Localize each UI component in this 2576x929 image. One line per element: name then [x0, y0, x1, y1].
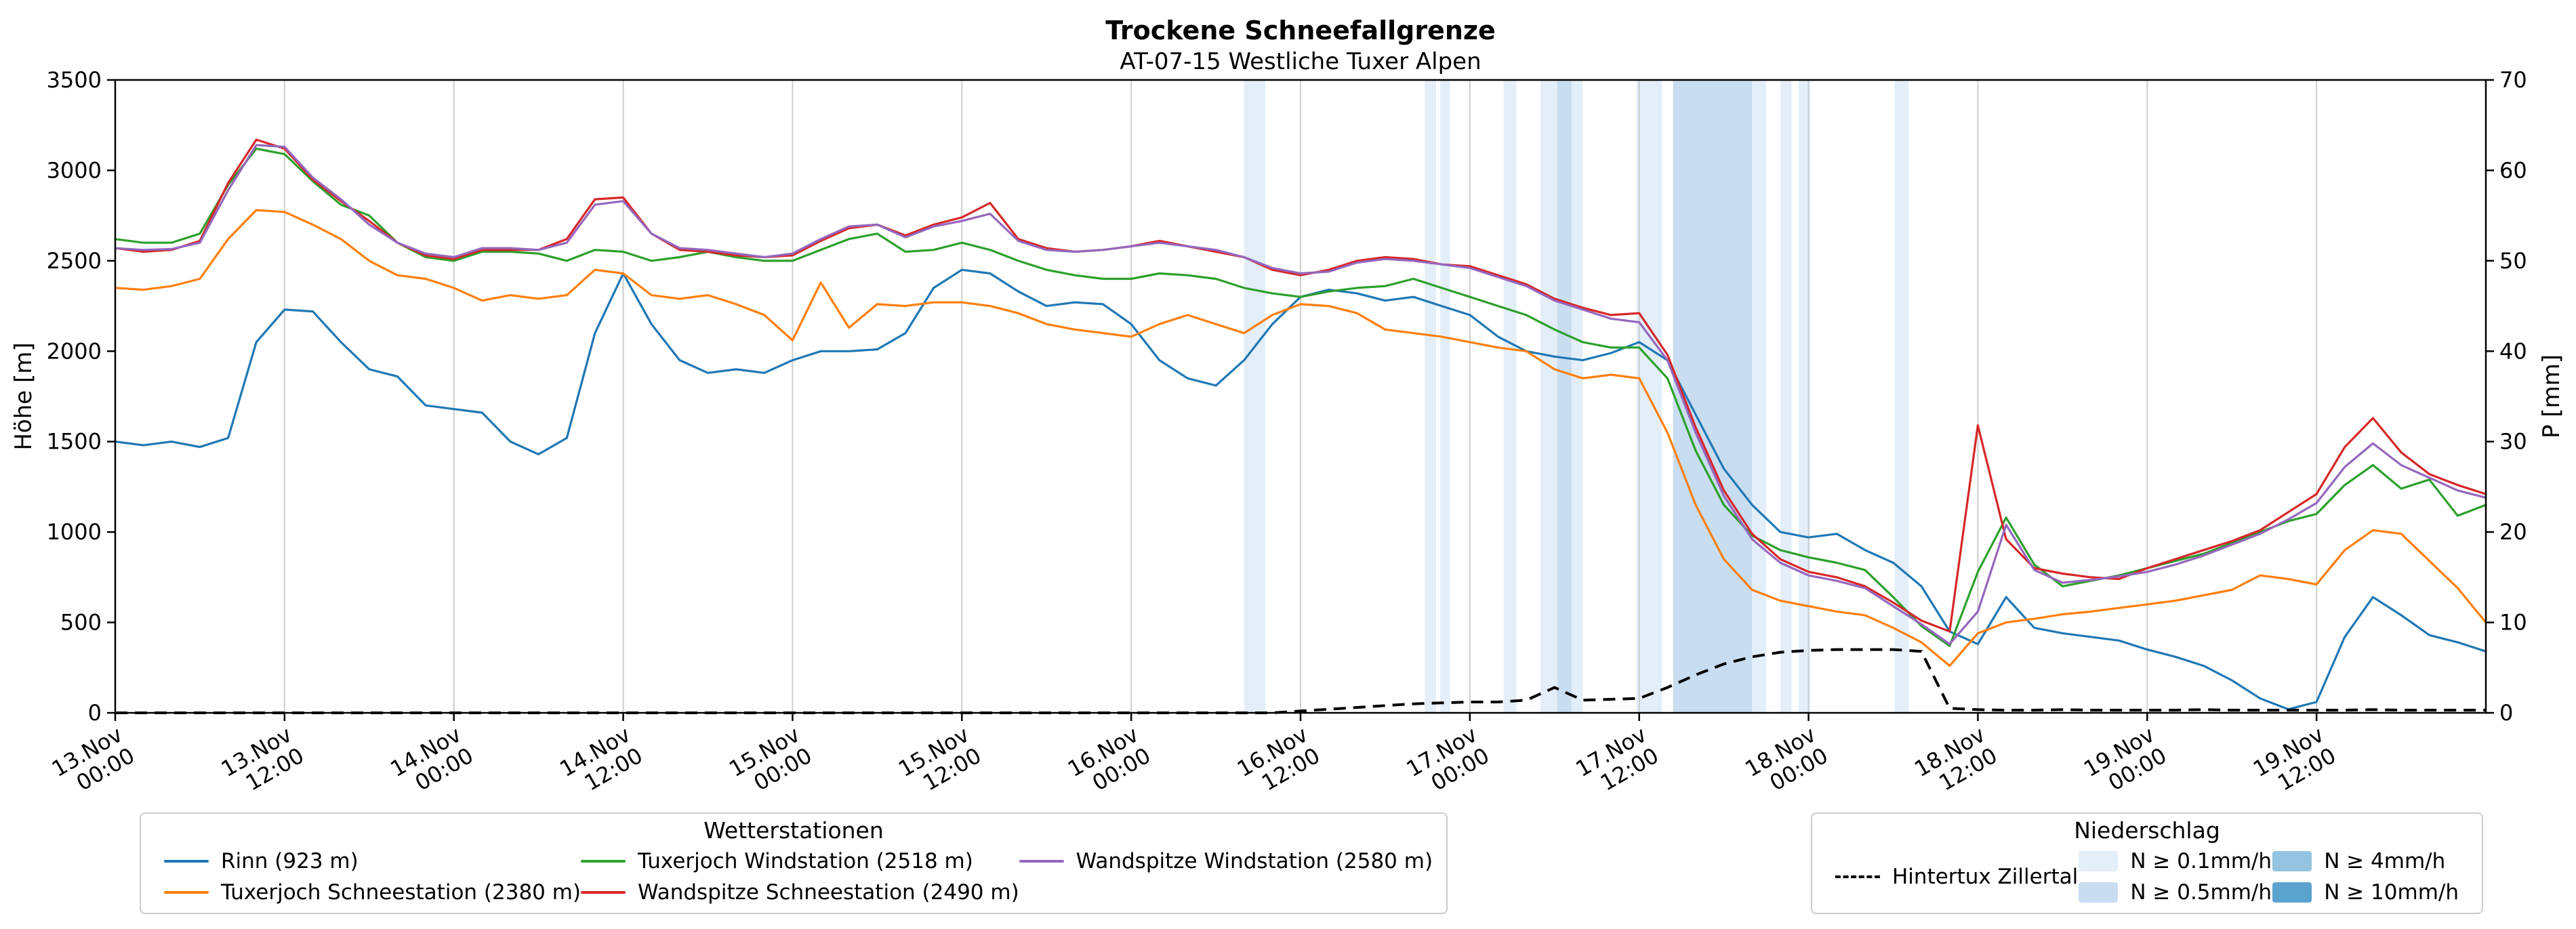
y-left-tick-label: 2500 — [47, 248, 102, 274]
x-tick-label: 16.Nov12:00 — [1233, 722, 1324, 804]
legend-item: Wandspitze Windstation (2580 m) — [1019, 846, 1433, 876]
x-tick-label: 14.Nov00:00 — [386, 722, 478, 804]
y-left-tick-label: 1000 — [47, 519, 102, 545]
legend-item-label: N ≥ 0.5mm/h — [2130, 880, 2272, 905]
x-tick-label: 18.Nov12:00 — [1910, 722, 2001, 804]
legend-line-sample — [581, 860, 626, 863]
legend-niederschlag: Niederschlag Hintertux Zillertal N ≥ 0.1m… — [1811, 812, 2483, 914]
legend-item: N ≥ 4mm/h — [2272, 846, 2459, 876]
precip-band — [1440, 80, 1450, 713]
legend-column: Wandspitze Windstation (2580 m) — [1019, 846, 1433, 907]
x-tick-label: 19.Nov12:00 — [2249, 722, 2340, 804]
legend-item: Tuxerjoch Schneestation (2380 m) — [164, 878, 581, 907]
y-right-tick-label: 0 — [2499, 700, 2513, 726]
precip-band — [1557, 80, 1572, 713]
precip-band — [1780, 80, 1792, 713]
legend-item-label: Tuxerjoch Schneestation (2380 m) — [221, 880, 581, 905]
legend-wetterstationen-items: Rinn (923 m) Tuxerjoch Schneestation (238… — [141, 844, 1446, 913]
chart-subtitle: AT-07-15 Westliche Tuxer Alpen — [1120, 48, 1481, 75]
x-tick-label: 17.Nov00:00 — [1402, 722, 1494, 804]
y-right-tick-label: 60 — [2499, 157, 2527, 183]
y-left-axis-label: Höhe [m] — [10, 342, 37, 450]
precip-band — [1503, 80, 1517, 713]
legend-item: Rinn (923 m) — [164, 846, 581, 876]
legend-item-label: N ≥ 4mm/h — [2324, 849, 2446, 873]
x-tick-label: 13.Nov12:00 — [217, 722, 308, 804]
legend-wetterstationen: Wetterstationen Rinn (923 m) Tuxerjoch Sc… — [140, 812, 1448, 914]
y-right-tick-label: 10 — [2499, 610, 2527, 636]
legend-item-label: N ≥ 0.1mm/h — [2130, 849, 2272, 873]
legend-item: Hintertux Zillertal — [1835, 862, 2078, 892]
legend-column: Hintertux Zillertal — [1835, 846, 2078, 907]
x-tick-label: 16.Nov00:00 — [1063, 722, 1155, 804]
legend-line-sample — [1019, 860, 1064, 863]
y-left-tick-label: 2000 — [47, 338, 102, 364]
legend-item: N ≥ 0.5mm/h — [2079, 878, 2272, 907]
legend-niederschlag-items: Hintertux Zillertal N ≥ 0.1mm/h N ≥ 0.5mm/… — [1812, 844, 2482, 913]
chart-title: Trockene Schneefallgrenze — [1105, 16, 1496, 45]
y-right-tick-label: 30 — [2499, 429, 2527, 455]
y-right-tick-label: 50 — [2499, 248, 2527, 274]
legend-wetterstationen-title: Wetterstationen — [703, 817, 884, 844]
x-tick-label: 15.Nov12:00 — [894, 722, 985, 804]
legend-item-label: N ≥ 10mm/h — [2324, 880, 2459, 905]
y-right-tick-label: 20 — [2499, 519, 2527, 545]
x-tick-label: 13.Nov00:00 — [47, 722, 139, 804]
y-left-tick-label: 500 — [60, 610, 102, 636]
precip-band — [1894, 80, 1909, 713]
x-tick-label: 14.Nov12:00 — [555, 722, 647, 804]
legend-item-label: Rinn (923 m) — [221, 849, 359, 873]
y-right-tick-label: 40 — [2499, 338, 2527, 364]
legend-patch-sample — [2079, 882, 2119, 903]
legend-item-label: Hintertux Zillertal — [1892, 865, 2079, 889]
legend-dashed-line-sample — [1835, 875, 1880, 878]
legend-line-sample — [164, 860, 209, 863]
legend-column: N ≥ 0.1mm/h N ≥ 0.5mm/h — [2079, 846, 2272, 907]
legend-item-label: Wandspitze Schneestation (2490 m) — [638, 880, 1019, 905]
y-left-tick-label: 1500 — [47, 429, 102, 455]
y-left-tick-label: 3000 — [47, 157, 102, 183]
chart-plot-area: 13.Nov00:00 13.Nov12:00 14.Nov00:00 14.Nov1… — [47, 67, 2527, 804]
y-left-tick-label: 0 — [88, 700, 102, 726]
legend-patch-sample — [2272, 882, 2312, 903]
legend-item: Wandspitze Schneestation (2490 m) — [581, 878, 1019, 907]
legend-item-label: Wandspitze Windstation (2580 m) — [1076, 849, 1433, 873]
legend-item: Tuxerjoch Windstation (2518 m) — [581, 846, 1019, 876]
legend-line-sample — [581, 891, 626, 894]
series-line-tuxerjoch-schnee — [114, 209, 2487, 667]
legend-item: N ≥ 0.1mm/h — [2079, 846, 2272, 876]
series-line-wandspitze-wind — [114, 144, 2487, 646]
legend-niederschlag-title: Niederschlag — [2074, 817, 2220, 844]
x-tick-label: 17.Nov12:00 — [1572, 722, 1663, 804]
y-right-axis-label: P [mm] — [2538, 354, 2565, 438]
y-right-tick-label: 70 — [2499, 67, 2527, 93]
legend-column: N ≥ 4mm/h N ≥ 10mm/h — [2272, 846, 2459, 907]
precip-band — [1752, 80, 1767, 713]
legend-item: N ≥ 10mm/h — [2272, 878, 2459, 907]
legend-line-sample — [164, 891, 209, 894]
series-line-wandspitze-schnee — [114, 138, 2487, 633]
legend-item-label: Tuxerjoch Windstation (2518 m) — [638, 849, 973, 873]
legend-patch-sample — [2272, 851, 2312, 871]
precip-band — [1425, 80, 1436, 713]
precip-band — [1244, 80, 1265, 713]
precip-band — [1673, 80, 1753, 713]
x-tick-label: 15.Nov00:00 — [724, 722, 816, 804]
x-tick-label: 19.Nov00:00 — [2079, 722, 2171, 804]
legend-column: Rinn (923 m) Tuxerjoch Schneestation (238… — [164, 846, 581, 907]
legend-patch-sample — [2079, 851, 2119, 871]
x-tick-label: 18.Nov00:00 — [1740, 722, 1832, 804]
y-left-tick-label: 3500 — [47, 67, 102, 93]
legend-column: Tuxerjoch Windstation (2518 m) Wandspitze… — [581, 846, 1019, 907]
